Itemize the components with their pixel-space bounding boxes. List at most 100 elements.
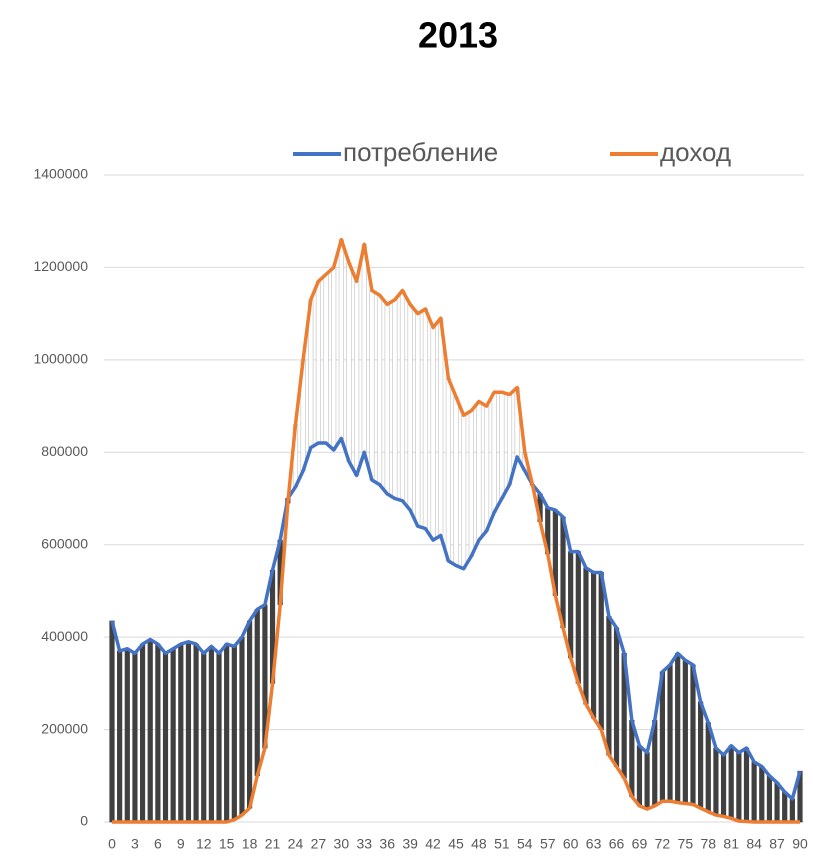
x-tick-label: 66 xyxy=(609,836,625,852)
x-tick-label: 81 xyxy=(723,836,739,852)
down-bar xyxy=(124,648,130,823)
x-tick-label: 75 xyxy=(678,836,694,852)
up-bar xyxy=(376,294,383,485)
down-bar xyxy=(644,752,650,810)
up-bar xyxy=(338,239,344,439)
down-bar xyxy=(789,798,795,823)
up-bar xyxy=(392,299,398,499)
x-tick-label: 39 xyxy=(402,836,418,852)
up-bar xyxy=(499,391,505,499)
down-bar xyxy=(201,653,207,823)
down-bar xyxy=(629,720,635,797)
x-tick-label: 42 xyxy=(425,836,441,852)
x-tick-label: 63 xyxy=(586,836,602,852)
y-tick-label: 800000 xyxy=(41,443,88,459)
down-bar xyxy=(766,775,773,823)
down-bar xyxy=(667,664,673,802)
down-bar xyxy=(591,572,597,719)
x-tick-label: 24 xyxy=(288,836,304,852)
up-bar xyxy=(369,290,375,481)
up-bar xyxy=(430,327,436,541)
x-tick-label: 90 xyxy=(792,836,808,852)
x-tick-label: 57 xyxy=(540,836,556,852)
down-bar xyxy=(208,646,214,823)
down-bar xyxy=(636,745,643,807)
x-tick-label: 48 xyxy=(471,836,487,852)
down-bar xyxy=(155,643,161,823)
y-tick-label: 400000 xyxy=(41,628,88,644)
y-tick-label: 600000 xyxy=(41,535,88,551)
x-tick-label: 27 xyxy=(311,836,327,852)
down-bar xyxy=(185,641,192,823)
up-bar xyxy=(315,280,321,444)
down-bar xyxy=(568,551,574,659)
down-bar xyxy=(170,648,176,823)
up-bar xyxy=(422,308,429,529)
down-bar xyxy=(239,636,245,816)
up-bar xyxy=(453,396,459,566)
down-bar xyxy=(682,659,688,804)
x-tick-label: 51 xyxy=(494,836,510,852)
down-bar xyxy=(705,722,711,813)
x-tick-label: 84 xyxy=(746,836,762,852)
down-bar xyxy=(575,551,581,684)
down-bar xyxy=(117,650,123,823)
up-bar xyxy=(483,405,490,532)
up-bar xyxy=(438,317,444,536)
x-tick-label: 87 xyxy=(769,836,785,852)
up-bar xyxy=(506,394,513,485)
down-bar xyxy=(743,747,750,822)
x-tick-label: 6 xyxy=(154,836,162,852)
down-bar xyxy=(613,627,620,767)
up-bar xyxy=(476,401,482,541)
up-bar xyxy=(461,415,467,570)
down-bar xyxy=(147,639,153,823)
up-bar xyxy=(354,280,360,476)
up-bar xyxy=(491,391,497,513)
down-bar xyxy=(751,761,757,823)
up-bar xyxy=(323,274,329,444)
x-tick-label: 69 xyxy=(632,836,648,852)
down-bar xyxy=(759,766,765,823)
x-tick-label: 12 xyxy=(196,836,212,852)
x-tick-label: 9 xyxy=(177,836,185,852)
down-bar xyxy=(720,754,727,817)
x-tick-label: 3 xyxy=(131,836,139,852)
x-tick-label: 0 xyxy=(108,836,116,852)
down-bar xyxy=(216,653,222,823)
line xyxy=(110,436,802,801)
up-bar xyxy=(415,313,421,527)
down-bar xyxy=(254,609,260,777)
legend-label: доход xyxy=(660,137,731,167)
x-tick-label: 33 xyxy=(356,836,372,852)
up-bar xyxy=(399,290,406,502)
down-bar xyxy=(690,664,696,805)
down-bar xyxy=(224,643,230,823)
x-tick-label: 54 xyxy=(517,836,533,852)
down-bar xyxy=(247,620,253,809)
down-bar xyxy=(774,782,780,823)
x-tick-label: 15 xyxy=(219,836,235,852)
chart-title: 2013 xyxy=(418,15,498,56)
down-bar xyxy=(132,653,138,823)
up-bar xyxy=(384,304,390,495)
x-tick-label: 30 xyxy=(334,836,350,852)
down-bar xyxy=(598,572,604,730)
down-bar xyxy=(193,643,199,823)
x-tick-label: 72 xyxy=(655,836,671,852)
down-bar xyxy=(606,616,612,756)
x-tick-label: 18 xyxy=(242,836,258,852)
x-tick-label: 78 xyxy=(700,836,716,852)
down-bar xyxy=(231,646,237,820)
legend-label: потребление xyxy=(343,137,498,167)
y-tick-label: 0 xyxy=(80,813,88,829)
up-bar xyxy=(407,304,413,511)
down-bar xyxy=(162,653,169,823)
up-bar xyxy=(346,262,352,462)
down-bar xyxy=(178,643,184,823)
x-tick-label: 21 xyxy=(265,836,281,852)
down-bar xyxy=(736,752,742,822)
line xyxy=(112,237,800,824)
y-tick-label: 1200000 xyxy=(33,258,88,274)
y-tick-label: 1400000 xyxy=(33,166,88,182)
